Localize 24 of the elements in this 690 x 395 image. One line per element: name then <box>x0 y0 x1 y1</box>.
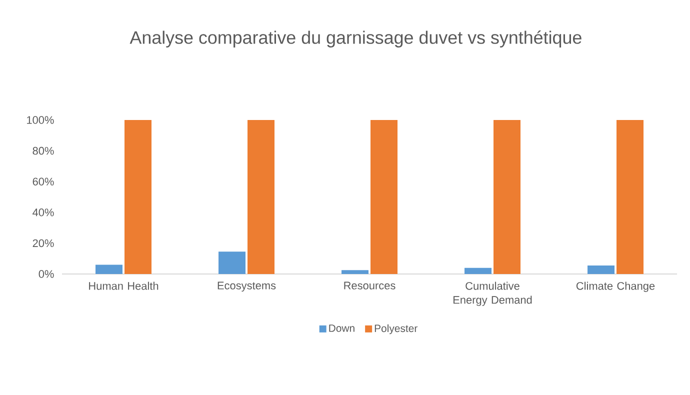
bar <box>124 120 152 274</box>
y-tick-label: 0% <box>38 270 54 278</box>
bar <box>218 252 246 274</box>
y-tick-label: 100% <box>27 116 54 124</box>
bar <box>494 120 521 274</box>
bar <box>96 264 123 274</box>
legend-label: Polyester <box>374 324 418 334</box>
bar <box>370 120 398 274</box>
y-tick-label: 40% <box>32 208 54 216</box>
x-tick-label: Resources <box>344 282 396 290</box>
y-tick-label: 60% <box>32 178 54 186</box>
chart-title: Analyse comparative du garnissage duvet vs synthétique <box>130 30 582 48</box>
bar <box>588 266 615 274</box>
bar <box>464 268 492 274</box>
bar <box>342 270 369 274</box>
bar <box>616 120 644 274</box>
x-tick-label: Climate Change <box>576 282 655 292</box>
legend-label: Down <box>329 324 354 332</box>
x-tick-label: Cumulative Energy Demand <box>454 282 532 306</box>
x-tick-label: Human Health <box>89 282 158 290</box>
y-tick-label: 20% <box>32 239 54 248</box>
bar <box>248 120 274 274</box>
y-tick-label: 80% <box>32 146 54 155</box>
x-tick-label: Ecosystems <box>218 282 276 292</box>
